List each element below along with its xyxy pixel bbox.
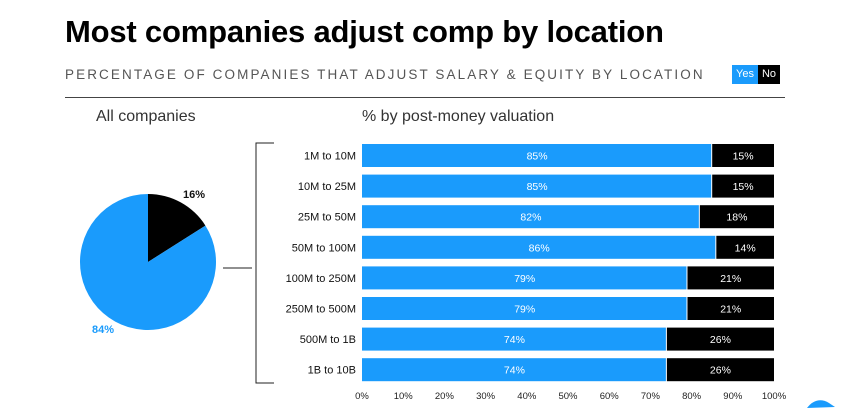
bar-no (666, 327, 774, 351)
category-label: 250M to 500M (286, 304, 356, 316)
bar-yes-label: 86% (529, 242, 550, 254)
x-tick-label: 10% (394, 391, 414, 402)
bar-yes (362, 174, 712, 198)
pie-title: All companies (96, 108, 196, 125)
pie-slice-no (148, 194, 206, 262)
x-tick-label: 100% (762, 391, 787, 402)
bar-title: % by post-money valuation (362, 108, 555, 125)
bar-no (687, 297, 774, 320)
bar-yes-label: 79% (514, 273, 535, 285)
category-label: 25M to 50M (298, 212, 356, 224)
bar-yes-label: 85% (527, 151, 548, 163)
bar-no-label: 26% (710, 365, 731, 377)
bar-no (716, 235, 774, 259)
legend: Yes No (732, 65, 781, 84)
x-tick-label: 60% (600, 391, 620, 402)
legend-yes: Yes (732, 65, 758, 84)
bar-no (699, 205, 774, 229)
bar-no-label: 15% (733, 181, 754, 193)
chart-title: Most companies adjust comp by location (65, 14, 664, 49)
bar-yes (362, 327, 666, 351)
bar-yes (362, 205, 699, 229)
bar-no-label: 15% (733, 151, 754, 163)
bar-yes-label: 79% (514, 304, 535, 316)
brand-logo-icon (807, 400, 835, 408)
bar-yes-label: 74% (504, 365, 525, 377)
pie-slice-yes (79, 193, 216, 330)
x-tick-label: 30% (476, 391, 496, 402)
bar-no-label: 14% (735, 242, 756, 254)
chart-subtitle: PERCENTAGE OF COMPANIES THAT ADJUST SALA… (65, 67, 705, 82)
bar-no (712, 144, 774, 167)
category-label: 10M to 25M (298, 181, 356, 193)
category-label: 1M to 10M (304, 151, 356, 163)
bar-no-label: 21% (720, 304, 741, 316)
bar-no (687, 266, 774, 290)
pie-label-yes: 84% (92, 324, 114, 336)
x-tick-label: 0% (355, 391, 369, 402)
bar-no-label: 26% (710, 334, 731, 346)
bar-yes (362, 266, 687, 290)
bar-yes-label: 82% (520, 212, 541, 224)
bar-yes (362, 144, 712, 167)
category-label: 50M to 100M (292, 242, 356, 254)
bar-yes (362, 235, 716, 259)
x-tick-label: 50% (558, 391, 578, 402)
pie-label-no: 16% (183, 189, 205, 201)
bar-yes-label: 74% (504, 334, 525, 346)
bar-no (712, 174, 774, 198)
header-divider (65, 97, 785, 98)
bar-no-label: 18% (726, 212, 747, 224)
category-bracket (255, 142, 274, 384)
x-tick-label: 20% (435, 391, 455, 402)
bar-yes (362, 297, 687, 320)
category-label: 100M to 250M (286, 273, 356, 285)
bar-yes-label: 85% (527, 181, 548, 193)
x-tick-label: 80% (682, 391, 702, 402)
x-tick-label: 90% (723, 391, 743, 402)
bar-no (666, 358, 774, 382)
x-tick-label: 70% (641, 391, 661, 402)
category-label: 500M to 1B (300, 334, 356, 346)
x-tick-label: 40% (517, 391, 537, 402)
category-label: 1B to 10B (308, 365, 356, 377)
bar-yes (362, 358, 666, 382)
bar-no-label: 21% (720, 273, 741, 285)
legend-no: No (757, 65, 781, 84)
